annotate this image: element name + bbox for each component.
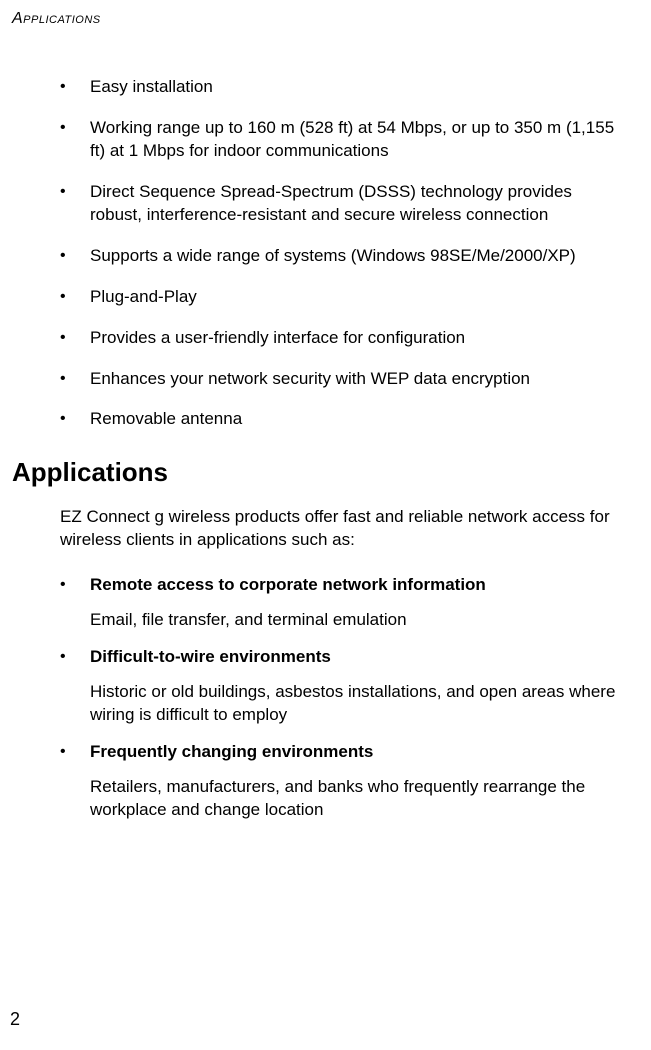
list-item: • Difficult-to-wire environments Histori… (60, 646, 623, 727)
feature-text: Provides a user-friendly interface for c… (90, 327, 623, 350)
feature-text: Working range up to 160 m (528 ft) at 54… (90, 117, 623, 163)
list-item: •Supports a wide range of systems (Windo… (60, 245, 623, 268)
list-item: •Working range up to 160 m (528 ft) at 5… (60, 117, 623, 163)
list-item: •Removable antenna (60, 408, 623, 431)
list-item: •Provides a user-friendly interface for … (60, 327, 623, 350)
page-content: •Easy installation •Working range up to … (12, 76, 623, 822)
applications-list: • Remote access to corporate network inf… (60, 574, 623, 822)
feature-text: Enhances your network security with WEP … (90, 368, 623, 391)
bullet-icon: • (60, 646, 90, 668)
bullet-icon: • (60, 245, 90, 267)
bullet-icon: • (60, 76, 90, 98)
features-list: •Easy installation •Working range up to … (60, 76, 623, 431)
bullet-icon: • (60, 327, 90, 349)
page-number: 2 (10, 1009, 20, 1030)
bullet-icon: • (60, 286, 90, 308)
bullet-icon: • (60, 181, 90, 203)
feature-text: Removable antenna (90, 408, 623, 431)
bullet-icon: • (60, 368, 90, 390)
application-title: Difficult-to-wire environments (90, 646, 623, 669)
bullet-icon: • (60, 574, 90, 596)
list-item: •Direct Sequence Spread-Spectrum (DSSS) … (60, 181, 623, 227)
bullet-icon: • (60, 117, 90, 139)
application-desc: Historic or old buildings, asbestos inst… (90, 682, 615, 724)
application-desc: Retailers, manufacturers, and banks who … (90, 777, 585, 819)
bullet-icon: • (60, 408, 90, 430)
list-item: •Plug-and-Play (60, 286, 623, 309)
running-header: Applications (12, 10, 623, 28)
applications-intro: EZ Connect g wireless products offer fas… (60, 506, 623, 552)
application-desc: Email, file transfer, and terminal emula… (90, 610, 407, 629)
feature-text: Plug-and-Play (90, 286, 623, 309)
application-title: Frequently changing environments (90, 741, 623, 764)
feature-text: Supports a wide range of systems (Window… (90, 245, 623, 268)
applications-heading: Applications (10, 457, 623, 488)
list-item: •Enhances your network security with WEP… (60, 368, 623, 391)
list-item: •Easy installation (60, 76, 623, 99)
list-item: • Frequently changing environments Retai… (60, 741, 623, 822)
feature-text: Easy installation (90, 76, 623, 99)
list-item: • Remote access to corporate network inf… (60, 574, 623, 632)
application-title: Remote access to corporate network infor… (90, 574, 623, 597)
feature-text: Direct Sequence Spread-Spectrum (DSSS) t… (90, 181, 623, 227)
bullet-icon: • (60, 741, 90, 763)
